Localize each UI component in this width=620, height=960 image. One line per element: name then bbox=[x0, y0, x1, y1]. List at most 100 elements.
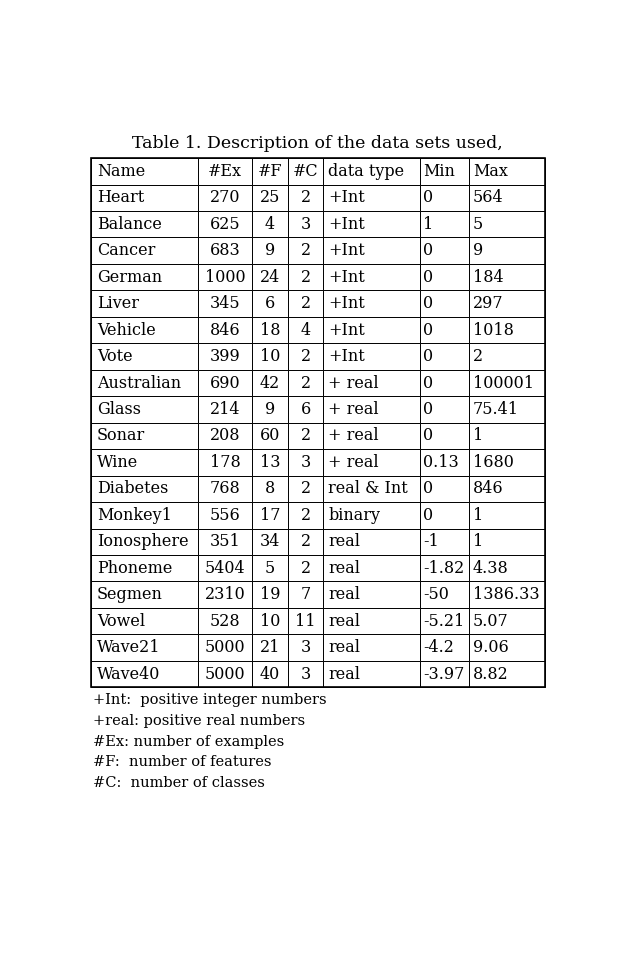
Bar bbox=[288, 422, 323, 449]
Bar bbox=[469, 344, 544, 370]
Text: 2: 2 bbox=[301, 348, 311, 365]
Bar bbox=[420, 184, 469, 211]
Bar bbox=[91, 344, 198, 370]
Text: 2: 2 bbox=[301, 427, 311, 444]
Bar bbox=[323, 396, 420, 422]
Bar bbox=[252, 608, 288, 635]
Bar bbox=[323, 264, 420, 290]
Text: 4.38: 4.38 bbox=[473, 560, 508, 577]
Bar bbox=[323, 660, 420, 687]
Bar bbox=[198, 317, 252, 344]
Text: 2310: 2310 bbox=[205, 587, 246, 603]
Text: Vote: Vote bbox=[97, 348, 132, 365]
Bar bbox=[252, 158, 288, 184]
Text: Phoneme: Phoneme bbox=[97, 560, 172, 577]
Bar bbox=[469, 237, 544, 264]
Bar bbox=[420, 370, 469, 396]
Text: Wine: Wine bbox=[97, 454, 138, 471]
Text: 0: 0 bbox=[423, 295, 433, 312]
Bar bbox=[91, 211, 198, 237]
Text: 2: 2 bbox=[301, 269, 311, 286]
Text: 1386.33: 1386.33 bbox=[473, 587, 539, 603]
Text: 34: 34 bbox=[260, 534, 280, 550]
Bar bbox=[288, 529, 323, 555]
Bar bbox=[288, 502, 323, 529]
Bar bbox=[323, 290, 420, 317]
Text: 5: 5 bbox=[265, 560, 275, 577]
Bar bbox=[420, 264, 469, 290]
Text: 2: 2 bbox=[301, 374, 311, 392]
Text: 8: 8 bbox=[265, 480, 275, 497]
Bar bbox=[91, 237, 198, 264]
Text: 7: 7 bbox=[300, 587, 311, 603]
Text: -1.82: -1.82 bbox=[423, 560, 464, 577]
Bar bbox=[469, 475, 544, 502]
Text: Name: Name bbox=[97, 163, 145, 180]
Text: + real: + real bbox=[328, 427, 379, 444]
Bar bbox=[420, 422, 469, 449]
Text: -1: -1 bbox=[423, 534, 439, 550]
Text: German: German bbox=[97, 269, 162, 286]
Bar bbox=[198, 211, 252, 237]
Text: Diabetes: Diabetes bbox=[97, 480, 168, 497]
Bar bbox=[198, 370, 252, 396]
Bar bbox=[420, 211, 469, 237]
Text: 17: 17 bbox=[260, 507, 280, 524]
Text: real: real bbox=[328, 612, 360, 630]
Text: #Ex: #Ex bbox=[208, 163, 242, 180]
Text: -50: -50 bbox=[423, 587, 450, 603]
Text: Min: Min bbox=[423, 163, 455, 180]
Bar bbox=[198, 158, 252, 184]
Bar bbox=[420, 502, 469, 529]
Bar bbox=[252, 502, 288, 529]
Text: 9: 9 bbox=[265, 401, 275, 418]
Text: 75.41: 75.41 bbox=[473, 401, 519, 418]
Bar bbox=[288, 660, 323, 687]
Bar bbox=[198, 582, 252, 608]
Text: 399: 399 bbox=[210, 348, 241, 365]
Text: 5.07: 5.07 bbox=[473, 612, 508, 630]
Bar bbox=[420, 396, 469, 422]
Bar bbox=[323, 422, 420, 449]
Bar bbox=[288, 555, 323, 582]
Bar bbox=[91, 660, 198, 687]
Bar bbox=[252, 237, 288, 264]
Text: real: real bbox=[328, 639, 360, 656]
Bar bbox=[252, 211, 288, 237]
Text: Segmen: Segmen bbox=[97, 587, 162, 603]
Text: real: real bbox=[328, 665, 360, 683]
Bar bbox=[420, 344, 469, 370]
Text: 5000: 5000 bbox=[205, 639, 246, 656]
Bar bbox=[323, 158, 420, 184]
Bar bbox=[198, 475, 252, 502]
Text: 0: 0 bbox=[423, 401, 433, 418]
Text: + real: + real bbox=[328, 374, 379, 392]
Text: 18: 18 bbox=[260, 322, 280, 339]
Bar bbox=[252, 529, 288, 555]
Bar bbox=[469, 158, 544, 184]
Bar bbox=[252, 396, 288, 422]
Text: 184: 184 bbox=[473, 269, 503, 286]
Text: +real: positive real numbers: +real: positive real numbers bbox=[94, 714, 306, 728]
Text: 0: 0 bbox=[423, 427, 433, 444]
Bar bbox=[420, 608, 469, 635]
Text: 1680: 1680 bbox=[473, 454, 514, 471]
Text: 5000: 5000 bbox=[205, 665, 246, 683]
Bar bbox=[469, 211, 544, 237]
Text: 3: 3 bbox=[300, 454, 311, 471]
Text: 11: 11 bbox=[295, 612, 316, 630]
Bar bbox=[252, 264, 288, 290]
Text: 214: 214 bbox=[210, 401, 241, 418]
Bar bbox=[469, 290, 544, 317]
Bar bbox=[91, 422, 198, 449]
Text: 2: 2 bbox=[301, 480, 311, 497]
Text: Heart: Heart bbox=[97, 189, 144, 206]
Bar bbox=[252, 317, 288, 344]
Text: 2: 2 bbox=[301, 560, 311, 577]
Text: 690: 690 bbox=[210, 374, 241, 392]
Bar bbox=[252, 635, 288, 660]
Text: 0: 0 bbox=[423, 269, 433, 286]
Text: 10: 10 bbox=[260, 348, 280, 365]
Bar bbox=[323, 237, 420, 264]
Text: 100001: 100001 bbox=[473, 374, 534, 392]
